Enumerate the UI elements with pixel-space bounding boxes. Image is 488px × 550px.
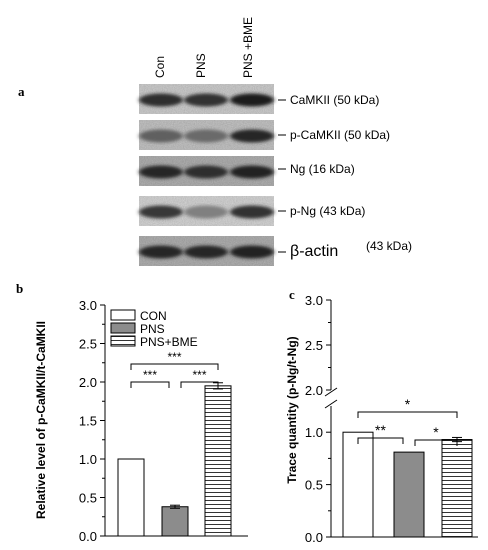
blot-band-2 bbox=[230, 93, 274, 107]
blot-row-label-0: CaMKII (50 kDa) bbox=[290, 93, 379, 107]
y-tick-label: 2.5 bbox=[305, 338, 323, 353]
significance-label: * bbox=[433, 424, 439, 440]
y-tick-label: 1.0 bbox=[305, 425, 323, 440]
legend-entry-0: CON bbox=[140, 309, 167, 323]
blot-row-label-4: β-actin bbox=[290, 243, 338, 260]
panel-label-a: a bbox=[18, 84, 25, 99]
significance-bracket bbox=[357, 437, 404, 444]
y-tick-label: 2.0 bbox=[79, 375, 97, 390]
significance-bracket bbox=[357, 411, 458, 418]
blot-strip-1 bbox=[139, 120, 274, 150]
significance-label: *** bbox=[192, 368, 206, 382]
legend-swatch-2 bbox=[110, 335, 136, 347]
blot-band-0 bbox=[139, 129, 183, 143]
lane-label-2: PNS +BME bbox=[241, 17, 255, 78]
blot-band-1 bbox=[184, 245, 228, 259]
bar-pns bbox=[393, 451, 425, 538]
bar-con bbox=[342, 431, 374, 538]
significance-label: ** bbox=[375, 422, 386, 438]
significance-bracket bbox=[130, 363, 219, 370]
y-tick-label: 2.0 bbox=[305, 383, 323, 398]
chart-c: 0.0 0.5 1.0 2.0 2.5 3.0 Trace quantity (p-Ng/t… bbox=[285, 293, 478, 545]
y-tick-label: 0.0 bbox=[305, 530, 323, 545]
bar-pns bbox=[161, 506, 189, 537]
blot-strip-3 bbox=[139, 196, 274, 226]
blot-band-1 bbox=[184, 205, 228, 219]
significance-bracket bbox=[414, 439, 458, 446]
blot-band-2 bbox=[230, 205, 274, 219]
y-tick-label: 3.0 bbox=[305, 293, 323, 308]
blot-band-0 bbox=[139, 245, 183, 259]
lane-label-0: Con bbox=[153, 56, 167, 78]
blot-band-1 bbox=[184, 93, 228, 107]
blot-row-label-3: p-Ng (43 kDa) bbox=[290, 204, 365, 218]
y-tick-label: 2.5 bbox=[79, 337, 97, 352]
significance-label: * bbox=[405, 396, 411, 412]
y-tick-label: 0.5 bbox=[305, 478, 323, 493]
blot-band-1 bbox=[184, 165, 228, 179]
western-blot: Con PNS PNS +BME CaMKII (50 kDa) p-CaMKII (5… bbox=[139, 17, 412, 266]
panel-label-c: c bbox=[289, 287, 295, 302]
significance-bracket bbox=[180, 381, 219, 388]
y-tick-label: 1.5 bbox=[79, 414, 97, 429]
significance-label: *** bbox=[143, 368, 157, 382]
blot-band-1 bbox=[184, 129, 228, 143]
blot-row-label-1: p-CaMKII (50 kDa) bbox=[290, 128, 390, 142]
blot-strip-0 bbox=[139, 84, 274, 114]
significance-bracket bbox=[130, 381, 170, 388]
y-axis-label: Trace quantity (p-Ng/t-Ng) bbox=[285, 336, 299, 483]
blot-band-0 bbox=[139, 205, 183, 219]
legend-swatch-0 bbox=[110, 309, 136, 321]
blot-band-0 bbox=[139, 165, 183, 179]
bar-pns-bme bbox=[441, 439, 473, 538]
panel-label-b: b bbox=[16, 281, 23, 296]
blot-row-label-2: Ng (16 kDa) bbox=[290, 162, 355, 176]
legend-entry-1: PNS bbox=[140, 322, 165, 336]
blot-band-2 bbox=[230, 245, 274, 259]
blot-strip-2 bbox=[139, 156, 274, 186]
chart-b: 0.0 0.5 1.0 1.5 2.0 2.5 3.0 Relative level of p… bbox=[34, 298, 248, 544]
y-tick-label: 0.0 bbox=[79, 529, 97, 544]
bar-con bbox=[117, 458, 145, 537]
blot-band-2 bbox=[230, 129, 274, 143]
y-tick-label: 3.0 bbox=[79, 298, 97, 313]
bar-pns-bme bbox=[204, 385, 232, 537]
blot-strip-4 bbox=[139, 236, 274, 266]
y-axis-label: Relative level of p-CaMKII/t-CaMKII bbox=[34, 321, 48, 519]
legend-entry-2: PNS+BME bbox=[140, 335, 198, 349]
lane-label-1: PNS bbox=[194, 53, 208, 78]
blot-band-2 bbox=[230, 165, 274, 179]
significance-label: *** bbox=[167, 350, 181, 364]
blot-band-0 bbox=[139, 93, 183, 107]
y-tick-label: 1.0 bbox=[79, 452, 97, 467]
axis-break-mark bbox=[324, 387, 338, 397]
blot-row-sublabel-4: (43 kDa) bbox=[366, 239, 412, 253]
y-tick-label: 0.5 bbox=[79, 491, 97, 506]
axis-break-mark bbox=[324, 399, 338, 409]
legend-swatch-1 bbox=[110, 322, 136, 334]
